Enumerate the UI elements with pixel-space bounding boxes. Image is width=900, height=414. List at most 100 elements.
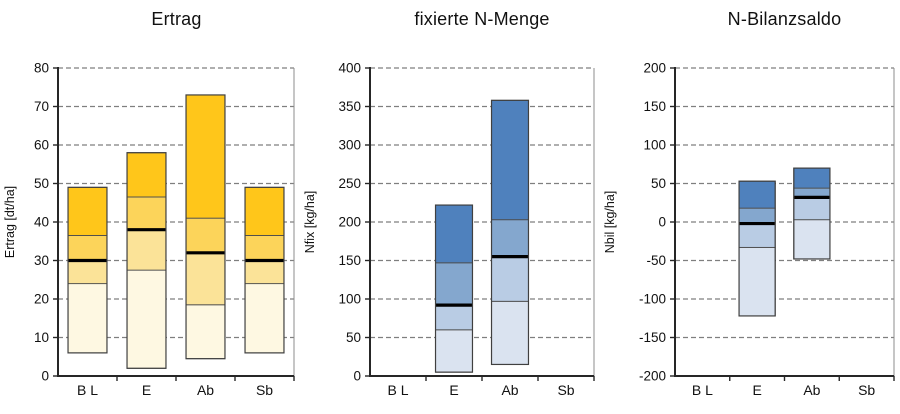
box-segment — [435, 262, 473, 306]
box-segment — [793, 196, 831, 221]
y-axis-title: Ertrag [dt/ha] — [3, 186, 17, 258]
y-tick-label: 50 — [651, 176, 666, 191]
box-segment — [185, 252, 226, 306]
chart-plot-n-bilanzsaldo: -200 -150 -100 -50 0 50 100 150 200 B L E Ab Sb Nbil … — [600, 40, 900, 414]
chart-plot-ertrag: 0 10 20 30 40 50 60 70 80 B L E Ab Sb Ertrag [dt/ha] — [0, 40, 300, 414]
x-category-label: B L — [387, 382, 408, 398]
y-tick-label: 50 — [34, 176, 49, 191]
box-outline — [244, 186, 285, 354]
box-segment — [67, 186, 108, 236]
box-segment — [491, 256, 529, 302]
box-outline — [126, 152, 167, 369]
box-segment — [244, 235, 285, 261]
box-segment — [244, 283, 285, 354]
box-segment — [435, 204, 473, 264]
box-segment — [67, 235, 108, 261]
box-bar-Ab — [793, 167, 831, 260]
box-bar-Ab — [185, 94, 226, 360]
box-segment — [738, 207, 776, 224]
y-tick-label: 80 — [34, 61, 49, 76]
chart-title-ertrag: Ertrag — [151, 9, 202, 29]
y-tick-label: 350 — [338, 99, 361, 114]
y-tick-label: 200 — [338, 215, 361, 230]
box-segment — [67, 260, 108, 285]
box-segment — [244, 260, 285, 285]
box-bar-Sb — [244, 186, 285, 354]
y-tick-label: 400 — [338, 61, 361, 76]
y-tick-label: 50 — [346, 330, 361, 345]
box-segment — [435, 304, 473, 331]
y-tick-label: 0 — [658, 215, 666, 230]
y-tick-label: 150 — [643, 99, 666, 114]
x-category-label: Ab — [501, 382, 518, 398]
y-tick-label: -100 — [639, 292, 666, 307]
box-segment — [491, 219, 529, 258]
box-bar-BL — [67, 186, 108, 354]
y-tick-label: 0 — [353, 369, 361, 384]
box-outline — [434, 204, 474, 373]
box-outline — [793, 167, 831, 260]
y-tick-label: 60 — [34, 138, 49, 153]
y-tick-label: -50 — [646, 253, 666, 268]
y-axis-title: Nfix [kg/ha] — [303, 191, 317, 254]
x-category-label: Ab — [197, 382, 214, 398]
y-tick-label: -150 — [639, 330, 666, 345]
x-category-label: B L — [77, 382, 98, 398]
box-segment — [738, 246, 776, 317]
box-segment — [435, 329, 473, 373]
chart-panel-ertrag: Ertrag 0 10 20 30 40 50 60 70 80 B L E Ab Sb Ertrag [… — [0, 0, 300, 414]
y-tick-label: -200 — [639, 369, 666, 384]
y-tick-label: 70 — [34, 99, 49, 114]
box-bar-Ab — [490, 99, 530, 366]
box-outline — [185, 94, 226, 360]
y-tick-label: 300 — [338, 138, 361, 153]
y-axis-title: Nbil [kg/ha] — [603, 191, 617, 254]
y-tick-label: 250 — [338, 176, 361, 191]
chart-canvas: 0 10 20 30 40 50 60 70 80 B L E Ab Sb Ertrag [dt/ha] — [3, 61, 295, 398]
box-segment — [491, 99, 529, 221]
y-tick-label: 10 — [34, 330, 49, 345]
box-segment — [793, 167, 831, 189]
box-segment — [185, 94, 226, 219]
chart-title-n-bilanzsaldo: N-Bilanzsaldo — [727, 9, 842, 29]
box-segment — [67, 283, 108, 354]
x-category-label: Sb — [557, 382, 574, 398]
box-segment — [244, 186, 285, 236]
box-outline — [67, 186, 108, 354]
y-tick-label: 100 — [338, 292, 361, 307]
y-tick-label: 150 — [338, 253, 361, 268]
x-category-label: Sb — [858, 382, 875, 398]
y-tick-label: 30 — [34, 253, 49, 268]
chart-panel-n-bilanzsaldo: N-Bilanzsaldo -200 -150 -100 -50 0 50 100 150 20… — [600, 0, 900, 414]
box-bar-E — [738, 180, 776, 317]
chart-canvas: -200 -150 -100 -50 0 50 100 150 200 B L E Ab Sb Nbil … — [603, 61, 895, 398]
y-tick-label: 200 — [643, 61, 666, 76]
box-bar-E — [126, 152, 167, 369]
box-segment — [126, 152, 167, 198]
x-category-label: Sb — [256, 382, 273, 398]
box-segment — [126, 196, 167, 231]
box-bar-E — [434, 204, 474, 373]
x-category-label: E — [752, 382, 761, 398]
x-category-label: Ab — [803, 382, 820, 398]
y-tick-label: 100 — [643, 138, 666, 153]
box-outline — [738, 180, 776, 317]
x-category-label: E — [142, 382, 151, 398]
box-segment — [185, 217, 226, 254]
y-tick-label: 40 — [34, 215, 49, 230]
chart-plot-fixierte-n-menge: 0 50 100 150 200 250 300 350 400 B L E Ab Sb Nfix [kg… — [300, 40, 600, 414]
box-segment — [126, 229, 167, 271]
box-segment — [491, 300, 529, 365]
box-segment — [738, 180, 776, 209]
y-tick-label: 0 — [41, 369, 49, 384]
box-segment — [185, 304, 226, 360]
chart-panel-fixierte-n-menge: fixierte N-Menge 0 50 100 150 200 250 300 350 40… — [300, 0, 600, 414]
chart-canvas: 0 50 100 150 200 250 300 350 400 B L E Ab Sb Nfix [kg… — [303, 61, 595, 398]
box-segment — [793, 219, 831, 260]
x-category-label: E — [449, 382, 458, 398]
box-segment — [738, 223, 776, 248]
y-tick-label: 20 — [34, 292, 49, 307]
chart-title-fixierte-n-menge: fixierte N-Menge — [414, 9, 550, 29]
x-category-label: B L — [692, 382, 713, 398]
